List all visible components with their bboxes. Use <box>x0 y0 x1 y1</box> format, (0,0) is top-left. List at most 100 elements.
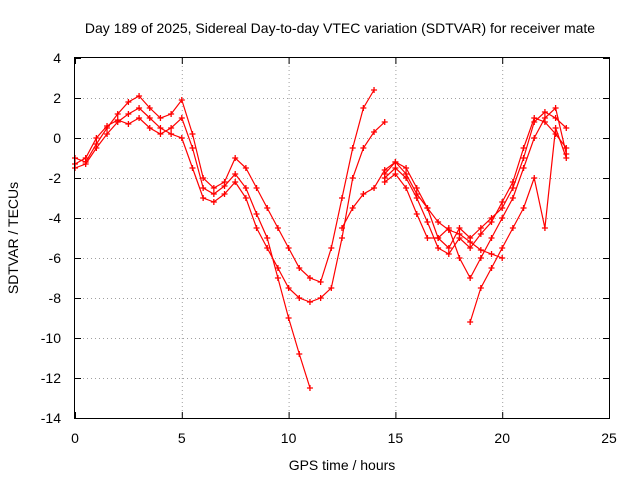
data-point <box>146 115 153 121</box>
data-point <box>392 165 399 171</box>
series-line <box>74 107 386 303</box>
data-series <box>72 87 570 391</box>
data-point <box>274 275 281 281</box>
y-tick-label: 4 <box>53 50 61 66</box>
data-point <box>541 115 548 121</box>
data-point <box>477 285 484 291</box>
data-point <box>125 99 132 105</box>
data-point <box>349 205 356 211</box>
data-point <box>456 225 463 231</box>
data-point <box>509 179 516 185</box>
data-point <box>274 225 281 231</box>
data-point <box>221 191 228 197</box>
x-tick-label: 0 <box>71 430 79 446</box>
data-point <box>189 165 196 171</box>
data-point <box>392 171 399 177</box>
data-point <box>499 245 506 251</box>
data-point <box>445 251 452 257</box>
data-point <box>509 195 516 201</box>
data-point <box>328 285 335 291</box>
data-point <box>168 131 175 137</box>
data-point <box>488 251 495 257</box>
data-point <box>136 115 143 121</box>
data-point <box>178 115 185 121</box>
data-point <box>317 295 324 301</box>
series-line <box>384 106 567 280</box>
data-point <box>509 225 516 231</box>
x-axis-label: GPS time / hours <box>289 457 396 473</box>
data-point <box>349 175 356 181</box>
data-point <box>189 131 196 137</box>
data-point <box>499 205 506 211</box>
plot-frame <box>74 57 610 419</box>
series-track-8 <box>339 159 506 261</box>
data-point <box>403 171 410 177</box>
data-point <box>371 185 378 191</box>
data-point <box>274 265 281 271</box>
data-point <box>456 231 463 237</box>
data-point <box>488 265 495 271</box>
data-point <box>285 285 292 291</box>
data-point <box>210 185 217 191</box>
data-point <box>221 183 228 189</box>
data-point <box>552 105 559 111</box>
data-point <box>520 145 527 151</box>
data-point <box>125 111 132 117</box>
data-point <box>360 145 367 151</box>
data-point <box>339 195 345 201</box>
data-point <box>114 111 121 117</box>
data-point <box>477 225 484 231</box>
data-point <box>285 315 292 321</box>
data-point <box>531 175 538 181</box>
data-point <box>253 185 260 191</box>
data-point <box>467 319 474 325</box>
data-point <box>210 199 217 205</box>
data-point <box>264 235 271 241</box>
series-line <box>384 117 567 255</box>
data-point <box>531 135 538 141</box>
data-point <box>381 179 388 185</box>
data-point <box>82 161 89 167</box>
x-tick-label: 15 <box>388 430 404 446</box>
series-track-3 <box>72 115 313 391</box>
data-point <box>157 125 164 131</box>
data-point <box>392 159 399 165</box>
data-point <box>146 125 153 131</box>
data-point <box>178 97 185 103</box>
x-tick-label: 25 <box>601 430 617 446</box>
data-point <box>189 145 196 151</box>
data-point <box>371 129 378 135</box>
data-point <box>360 105 367 111</box>
data-point <box>136 93 143 99</box>
series-track-7 <box>467 125 570 325</box>
series-track-1 <box>72 87 378 285</box>
data-point <box>435 245 442 251</box>
data-point <box>200 175 207 181</box>
data-point <box>509 185 516 191</box>
data-point <box>563 155 570 161</box>
data-point <box>114 117 121 123</box>
data-point <box>467 275 474 281</box>
x-tick-label: 10 <box>281 430 297 446</box>
data-point <box>360 191 367 197</box>
data-point <box>210 191 217 197</box>
data-point <box>306 275 313 281</box>
data-point <box>445 227 452 233</box>
data-point <box>296 265 303 271</box>
data-point <box>242 195 249 201</box>
data-point <box>381 167 388 173</box>
series-line <box>384 111 567 249</box>
y-tick-label: -6 <box>49 250 62 266</box>
data-point <box>520 155 527 161</box>
grid <box>75 58 609 418</box>
data-point <box>168 125 175 131</box>
series-line <box>74 116 311 389</box>
data-point <box>435 235 442 241</box>
series-line <box>341 161 503 259</box>
data-point <box>328 245 335 251</box>
data-point <box>499 255 506 261</box>
data-point <box>306 299 313 305</box>
x-tick-label: 5 <box>178 430 186 446</box>
data-point <box>349 145 356 151</box>
data-point <box>264 245 271 251</box>
